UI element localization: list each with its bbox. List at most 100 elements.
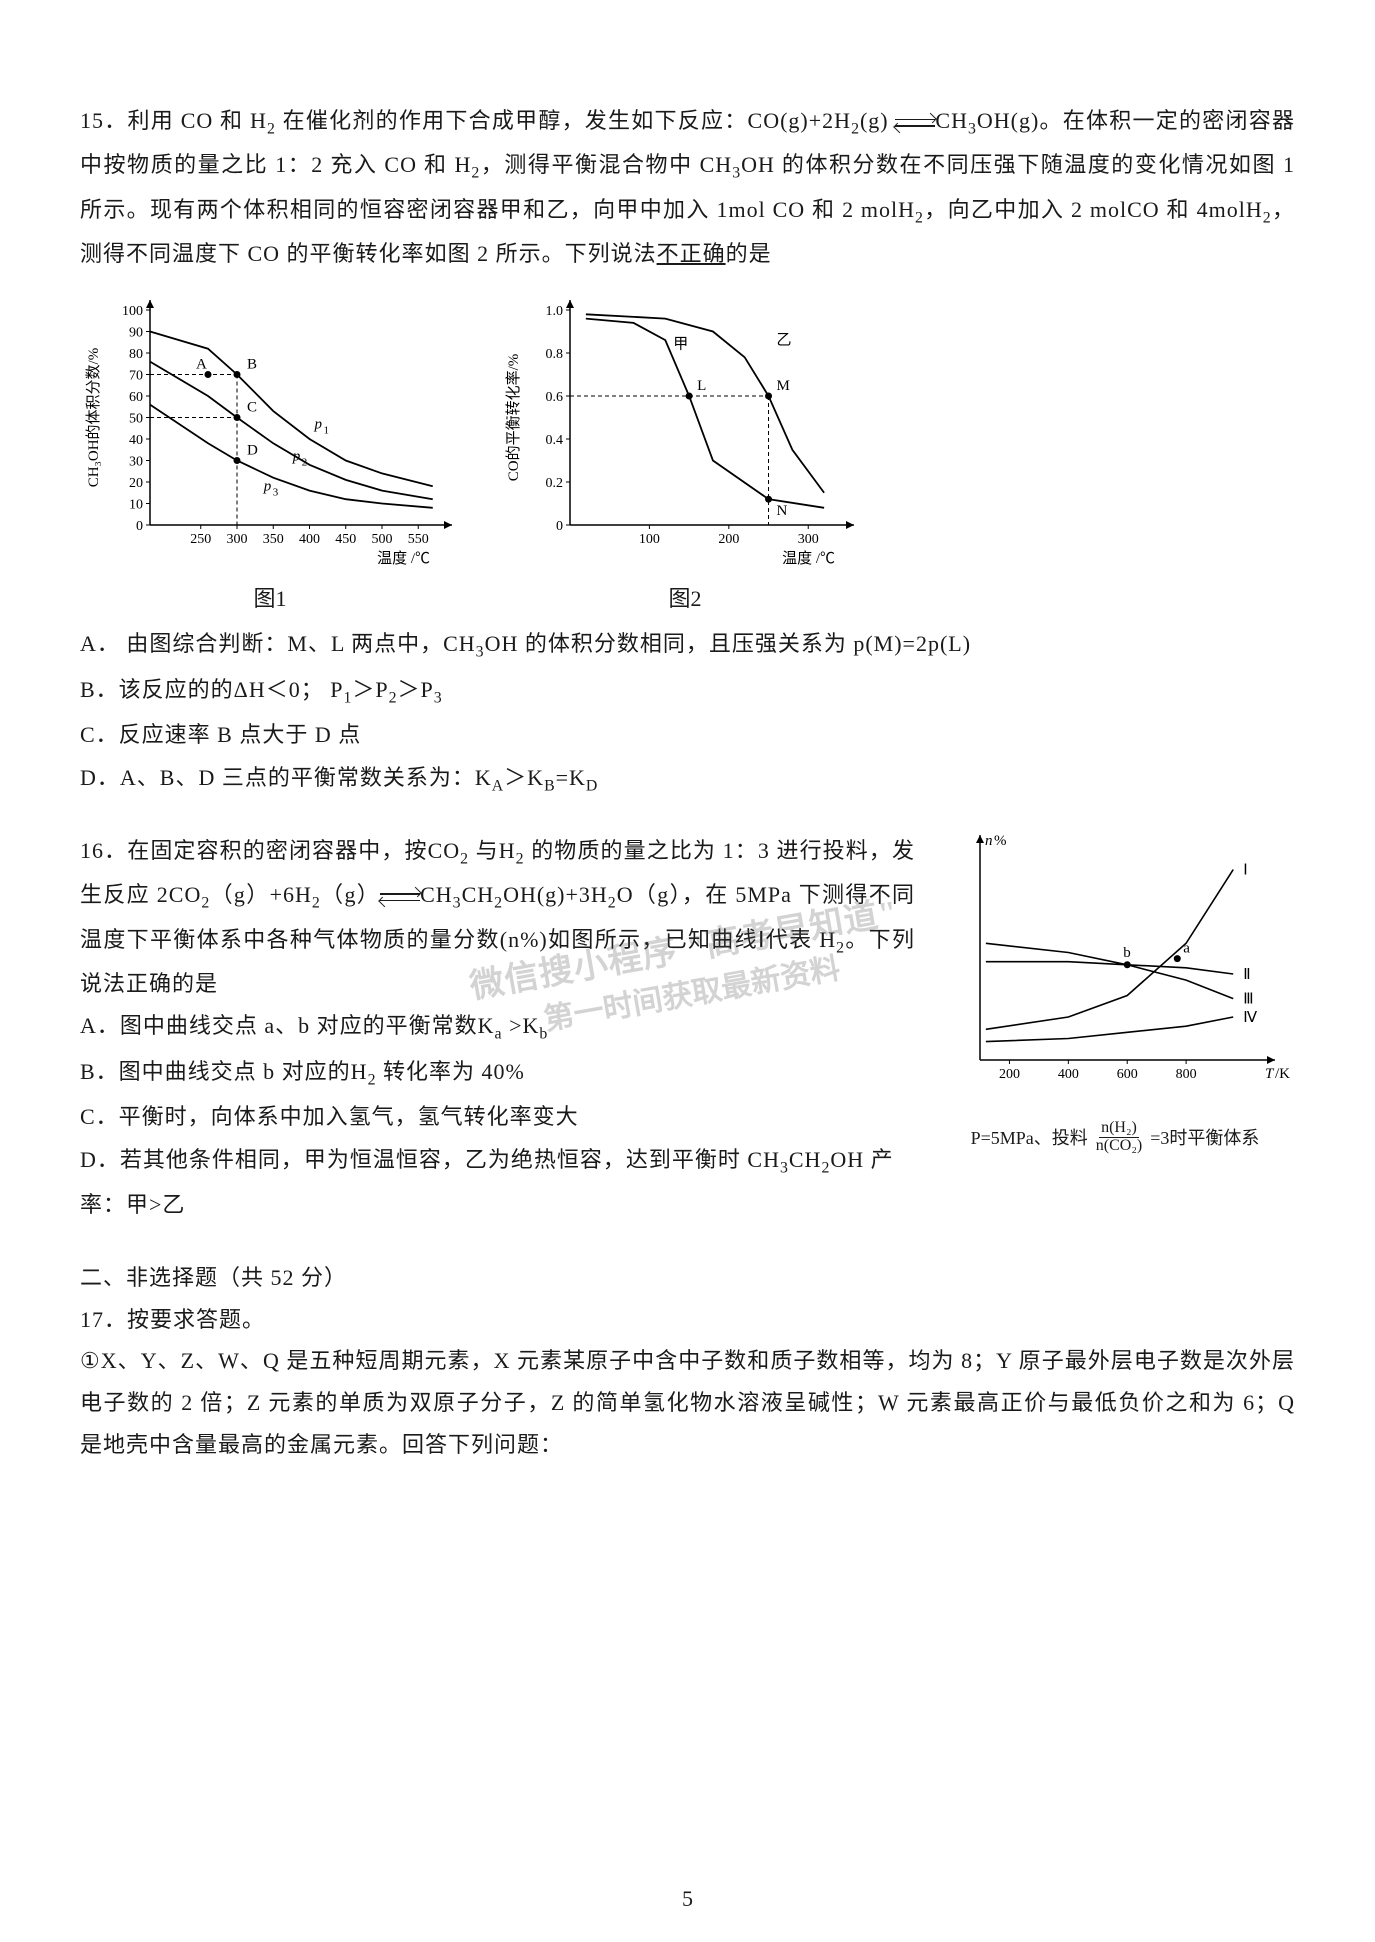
subscript: 2	[471, 165, 480, 182]
subscript: 2	[389, 689, 398, 706]
q15-options: A． 由图综合判断：M、L 两点中，CH3OH 的体积分数相同，且压强关系为 p…	[80, 623, 1295, 802]
subscript: D	[586, 777, 598, 794]
emphasized-text: 不正确	[657, 241, 726, 266]
text: 的是	[726, 241, 772, 266]
svg-text:Ⅳ: Ⅳ	[1243, 1010, 1257, 1026]
svg-text:450: 450	[335, 532, 356, 547]
option-a: A． 由图综合判断：M、L 两点中，CH3OH 的体积分数相同，且压强关系为 p…	[80, 623, 1295, 668]
subscript: 3	[476, 644, 485, 661]
page-number: 5	[682, 1886, 693, 1912]
svg-text:b: b	[1123, 945, 1131, 961]
svg-text:550: 550	[408, 532, 429, 547]
text: CH	[789, 1147, 822, 1172]
svg-text:CH₃OH的体积分数/%: CH₃OH的体积分数/%	[85, 348, 102, 487]
subscript: 2	[851, 120, 860, 137]
svg-text:20: 20	[129, 476, 143, 491]
q17-title: 17．按要求答题。	[80, 1299, 1295, 1341]
text: 16．在固定容积的密闭容器中，按CO	[80, 838, 460, 863]
svg-text:200: 200	[999, 1067, 1020, 1082]
text: CH	[935, 108, 968, 133]
svg-text:n: n	[985, 833, 993, 849]
svg-text:乙: 乙	[776, 333, 791, 349]
numerator: n(H₂)	[1099, 1120, 1139, 1138]
svg-text:100: 100	[122, 304, 143, 319]
text: O（g），在 5MPa 下测得不同温度下平衡体系中各种气体物质的量分数(n%)如…	[80, 882, 915, 951]
svg-text:0: 0	[556, 519, 563, 534]
svg-text:400: 400	[1058, 1067, 1079, 1082]
text: 与H	[469, 838, 516, 863]
svg-text:0.2: 0.2	[546, 476, 564, 491]
subscript: 2	[201, 895, 210, 912]
subscript: 2	[460, 850, 469, 867]
subscript: 2	[836, 939, 845, 956]
text: >K	[503, 1013, 540, 1038]
figure-2: 00.20.40.60.81.0100200300CO的平衡转化率/%温度 /℃…	[500, 295, 870, 613]
text: 转化率为 40%	[376, 1059, 524, 1084]
text: D．A、B、D 三点的平衡常数关系为：K	[80, 765, 492, 790]
subscript: 2	[312, 895, 321, 912]
subscript: b	[539, 1026, 548, 1043]
svg-text:Ⅱ: Ⅱ	[1243, 967, 1250, 983]
option-c: C．平衡时，向体系中加入氢气，氢气转化率变大	[80, 1096, 915, 1139]
svg-text:400: 400	[299, 532, 320, 547]
text: CH	[462, 882, 495, 907]
q17-paragraph: ①X、Y、Z、W、Q 是五种短周期元素，X 元素某原子中含中子数和质子数相等，均…	[80, 1340, 1295, 1465]
subscript: 2	[608, 895, 617, 912]
svg-text:50: 50	[129, 412, 143, 427]
svg-text:60: 60	[129, 390, 143, 405]
figure-2-caption: 图2	[668, 581, 701, 613]
svg-text:1: 1	[324, 425, 330, 437]
svg-text:甲: 甲	[673, 337, 688, 353]
text: CH	[420, 882, 453, 907]
text: D．若其他条件相同，甲为恒温恒容，乙为绝热恒容，达到平衡时 CH	[80, 1147, 780, 1172]
svg-text:30: 30	[129, 455, 143, 470]
svg-text:350: 350	[263, 532, 284, 547]
svg-text:D: D	[247, 443, 258, 459]
fraction: n(H₂) n(CO₂)	[1094, 1120, 1144, 1155]
svg-text:p: p	[292, 449, 301, 465]
svg-text:250: 250	[190, 532, 211, 547]
svg-text:A: A	[196, 357, 207, 373]
subscript: a	[495, 1026, 503, 1043]
svg-text:%: %	[994, 833, 1007, 849]
text: B．该反应的的ΔH＜0； P	[80, 677, 343, 702]
text: OH 的体积分数相同，且压强关系为 p(M)=2p(L)	[485, 631, 972, 656]
text: =3时平衡体系	[1150, 1124, 1259, 1150]
svg-text:2: 2	[302, 457, 308, 469]
subscript: 2	[516, 850, 525, 867]
option-d: D．A、B、D 三点的平衡常数关系为：KA＞KB=KD	[80, 757, 1295, 802]
svg-text:p: p	[314, 417, 323, 433]
svg-text:0: 0	[136, 519, 143, 534]
q15-charts: 0102030405060708090100250300350400450500…	[80, 295, 1295, 613]
svg-text:90: 90	[129, 326, 143, 341]
chart-2-svg: 00.20.40.60.81.0100200300CO的平衡转化率/%温度 /℃…	[500, 295, 870, 575]
svg-text:T: T	[1265, 1066, 1275, 1082]
figure-3: 200400600800n%T/KⅠⅡⅢⅣab P=5MPa、投料 n(H₂) …	[935, 830, 1295, 1155]
subscript: 2	[494, 895, 503, 912]
section-2-header: 二、非选择题（共 52 分）	[80, 1257, 1295, 1299]
text: （g）	[321, 882, 380, 907]
svg-text:M: M	[777, 378, 790, 394]
subscript: 2	[1263, 209, 1272, 226]
subscript: 3	[732, 165, 741, 182]
text: ＞P	[352, 677, 388, 702]
subscript: 3	[434, 689, 443, 706]
subscript: 3	[780, 1159, 789, 1176]
svg-text:200: 200	[718, 532, 739, 547]
figure-1: 0102030405060708090100250300350400450500…	[80, 295, 460, 613]
denominator: n(CO₂)	[1094, 1138, 1144, 1155]
text: ＞K	[504, 765, 544, 790]
text: ＞P	[398, 677, 434, 702]
svg-text:3: 3	[273, 487, 279, 499]
svg-text:N: N	[777, 503, 788, 519]
subscript: B	[544, 777, 556, 794]
question-15: 15．利用 CO 和 H2 在催化剂的作用下合成甲醇，发生如下反应：CO(g)+…	[80, 100, 1295, 802]
equilibrium-arrows-icon	[380, 891, 420, 903]
svg-text:温度 /℃: 温度 /℃	[782, 550, 835, 567]
chart-1-svg: 0102030405060708090100250300350400450500…	[80, 295, 460, 575]
q16-intro: 16．在固定容积的密闭容器中，按CO2 与H2 的物质的量之比为 1：3 进行投…	[80, 830, 915, 1005]
svg-text:0.4: 0.4	[546, 433, 564, 448]
svg-text:300: 300	[798, 532, 819, 547]
text: (g)	[860, 108, 889, 133]
text: A． 由图综合判断：M、L 两点中，CH	[80, 631, 476, 656]
